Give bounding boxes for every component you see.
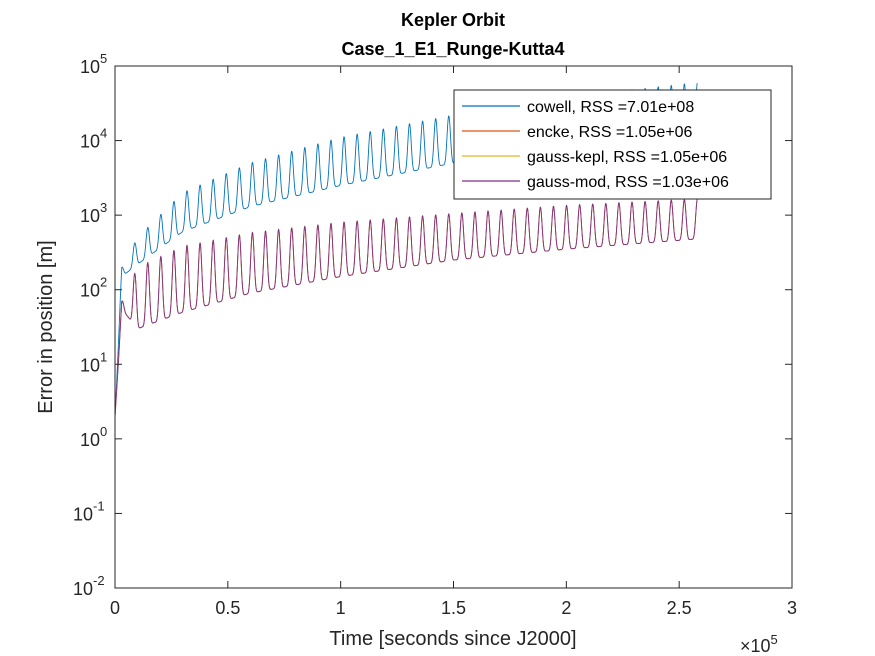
y-tick-exponent: 2 (100, 275, 107, 290)
y-tick-exponent: 0 (100, 424, 107, 439)
legend-entry-label: gauss-mod, RSS =1.03e+06 (527, 174, 729, 191)
y-tick-label: 10 (80, 57, 100, 77)
y-tick-label: 10 (73, 579, 93, 599)
y-tick-exponent: 5 (100, 51, 107, 66)
x-tick-label: 1.5 (441, 598, 466, 618)
legend-entry-label: gauss-kepl, RSS =1.05e+06 (527, 149, 727, 166)
x-tick-label: 0 (110, 598, 120, 618)
y-tick-label: 10 (80, 206, 100, 226)
chart-subtitle: Case_1_E1_Runge-Kutta4 (341, 39, 564, 59)
x-tick-label: 1 (336, 598, 346, 618)
y-tick-exponent: 3 (100, 200, 107, 215)
x-exponent-label: ×105 (740, 632, 778, 656)
legend-entry-label: cowell, RSS =7.01e+08 (527, 99, 694, 116)
y-tick-exponent: -1 (93, 498, 105, 513)
y-tick-label: 10 (80, 132, 100, 152)
y-axis-label: Error in position [m] (35, 240, 57, 413)
y-tick-label: 10 (80, 430, 100, 450)
x-tick-label: 3 (787, 598, 797, 618)
legend: cowell, RSS =7.01e+08 encke, RSS =1.05e+0… (453, 89, 772, 200)
x-tick-label: 2 (561, 598, 571, 618)
x-tick-label: 2.5 (667, 598, 692, 618)
y-tick-exponent: 4 (100, 126, 107, 141)
x-tick-label: 0.5 (215, 598, 240, 618)
y-tick-label: 10 (73, 504, 93, 524)
x-axis: 0 0.5 1 1.5 2 2.5 3 (110, 66, 797, 618)
y-tick-label: 10 (80, 355, 100, 375)
chart-title: Kepler Orbit (401, 10, 505, 30)
y-tick-label: 10 (80, 281, 100, 301)
x-axis-label: Time [seconds since J2000] (329, 628, 576, 650)
y-tick-exponent: -2 (93, 573, 105, 588)
y-tick-exponent: 1 (100, 349, 107, 364)
series-line-3 (114, 198, 698, 417)
legend-entry-label: encke, RSS =1.05e+06 (527, 124, 693, 141)
